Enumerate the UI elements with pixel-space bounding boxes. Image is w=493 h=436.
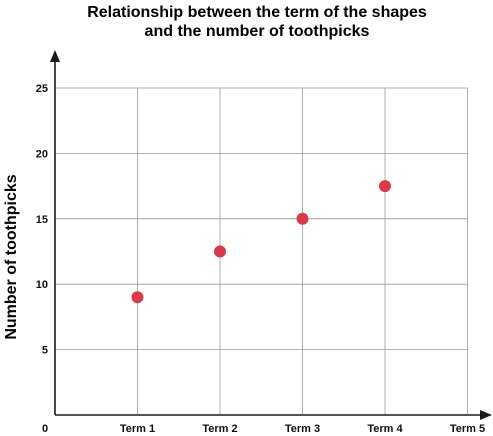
y-tick-label: 15 bbox=[36, 214, 48, 226]
data-points bbox=[131, 180, 391, 304]
x-tick-label: Term 5 bbox=[450, 423, 485, 435]
y-axis-arrow-icon bbox=[50, 50, 60, 62]
x-origin-label: 0 bbox=[42, 423, 48, 435]
y-tick-label: 20 bbox=[36, 148, 48, 160]
x-axis-arrow-icon bbox=[480, 410, 492, 420]
chart-title-line-1: Relationship between the term of the sha… bbox=[87, 4, 427, 21]
x-tick-label: Term 2 bbox=[202, 423, 237, 435]
chart-title-line-2: and the number of toothpicks bbox=[145, 23, 370, 40]
y-axis-label: Number of toothpicks bbox=[3, 174, 20, 339]
tick-labels: 5 10 15 20 25 Term 1 Term 2 Term 3 Term 4 Term 5 bbox=[36, 83, 485, 435]
data-point bbox=[379, 180, 391, 193]
x-tick-label: Term 1 bbox=[120, 423, 155, 435]
y-tick-label: 25 bbox=[36, 83, 48, 95]
data-point bbox=[131, 291, 144, 304]
x-tick-label: Term 3 bbox=[285, 423, 320, 435]
y-tick-label: 5 bbox=[42, 345, 48, 357]
gridlines bbox=[55, 87, 468, 415]
data-point bbox=[214, 245, 226, 258]
axes bbox=[50, 50, 492, 420]
x-tick-label: Term 4 bbox=[367, 423, 403, 435]
y-tick-label: 10 bbox=[36, 279, 48, 291]
data-point bbox=[296, 212, 309, 225]
